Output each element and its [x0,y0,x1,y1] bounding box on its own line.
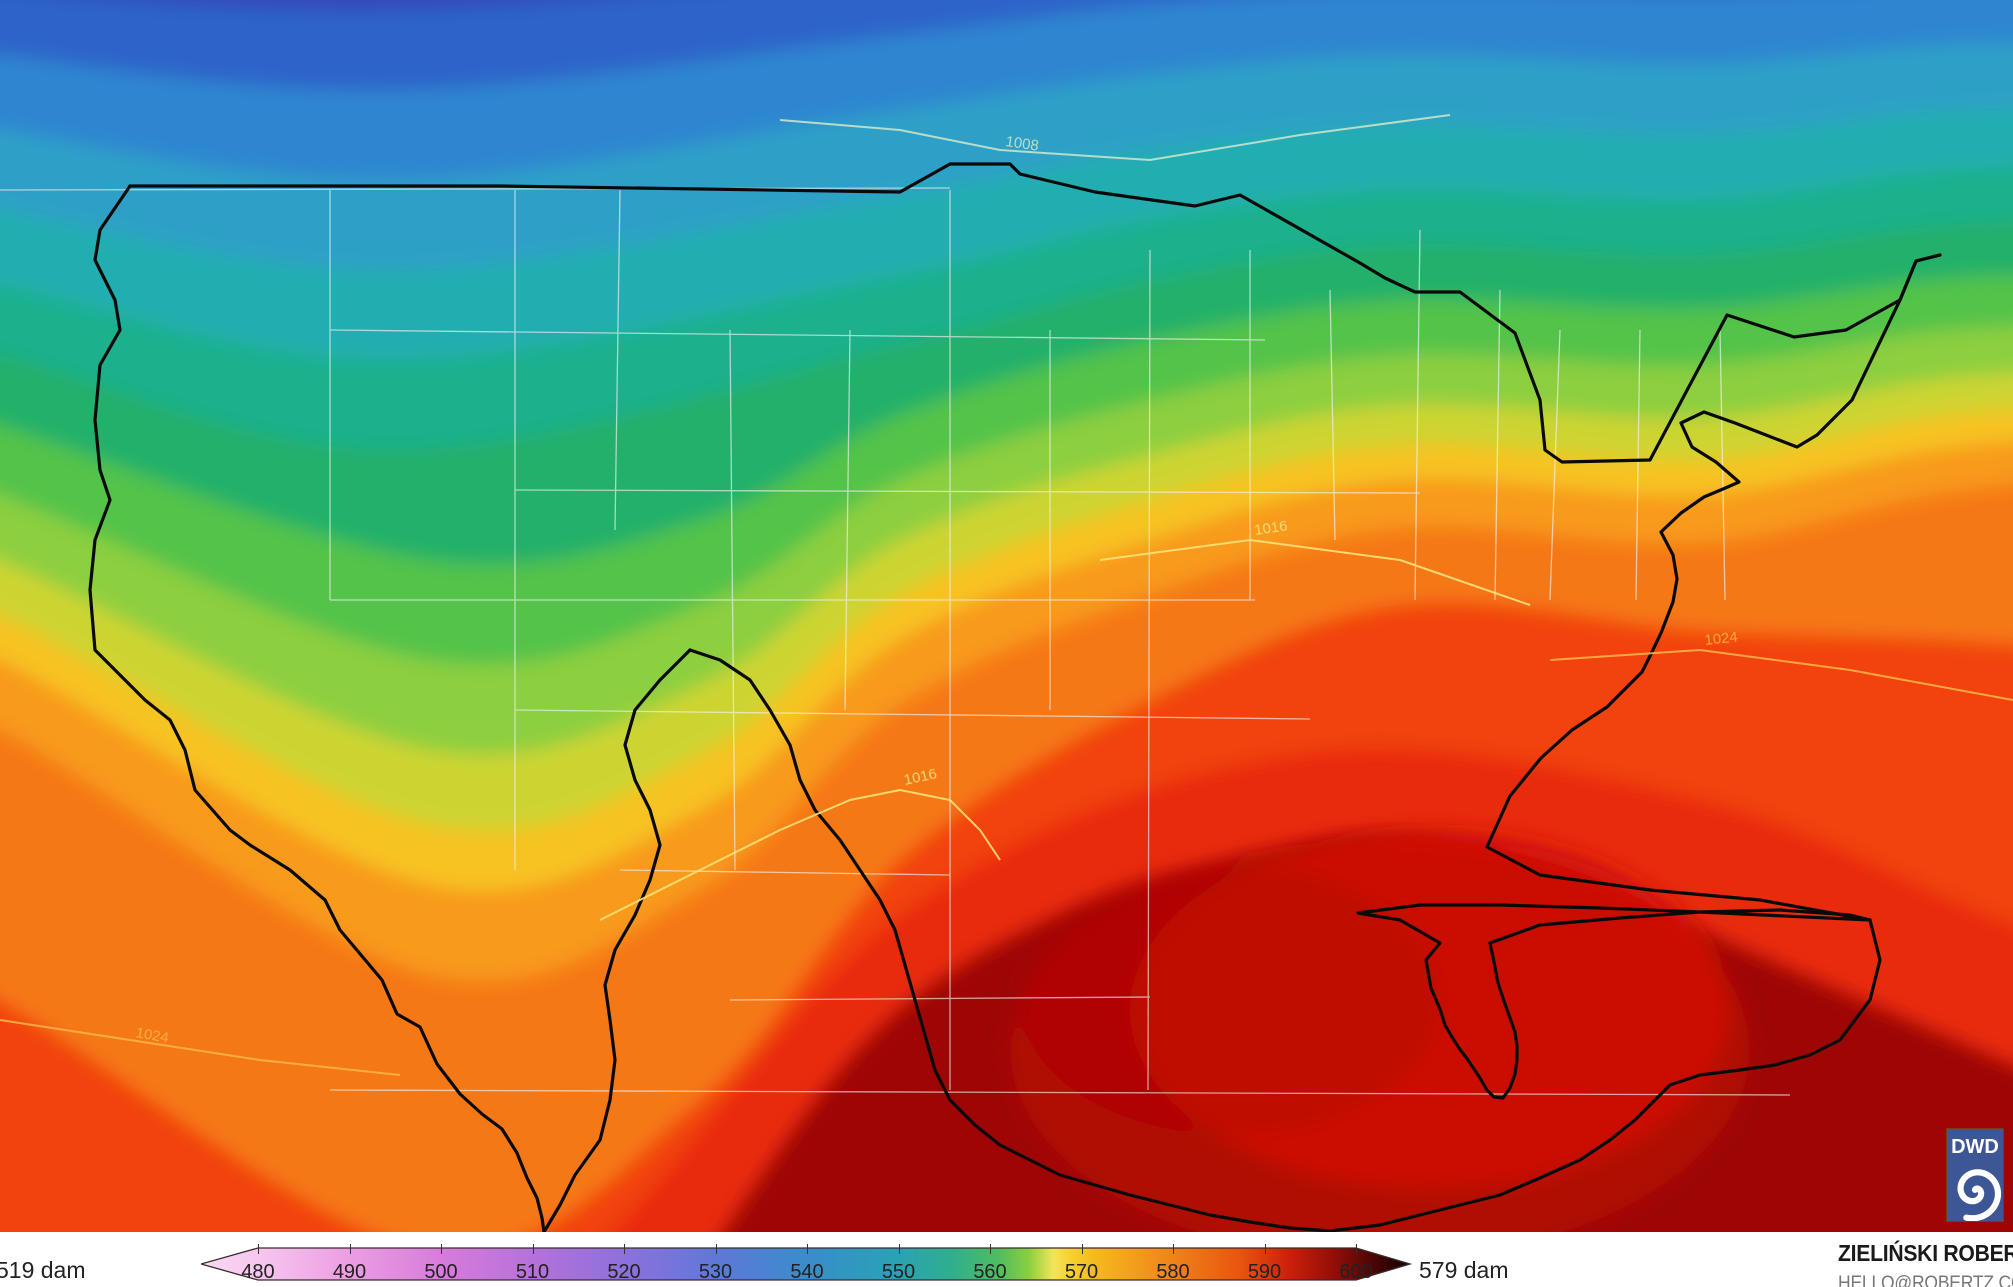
svg-text:1024: 1024 [1704,629,1739,649]
svg-text:DWD: DWD [1951,1136,1999,1158]
